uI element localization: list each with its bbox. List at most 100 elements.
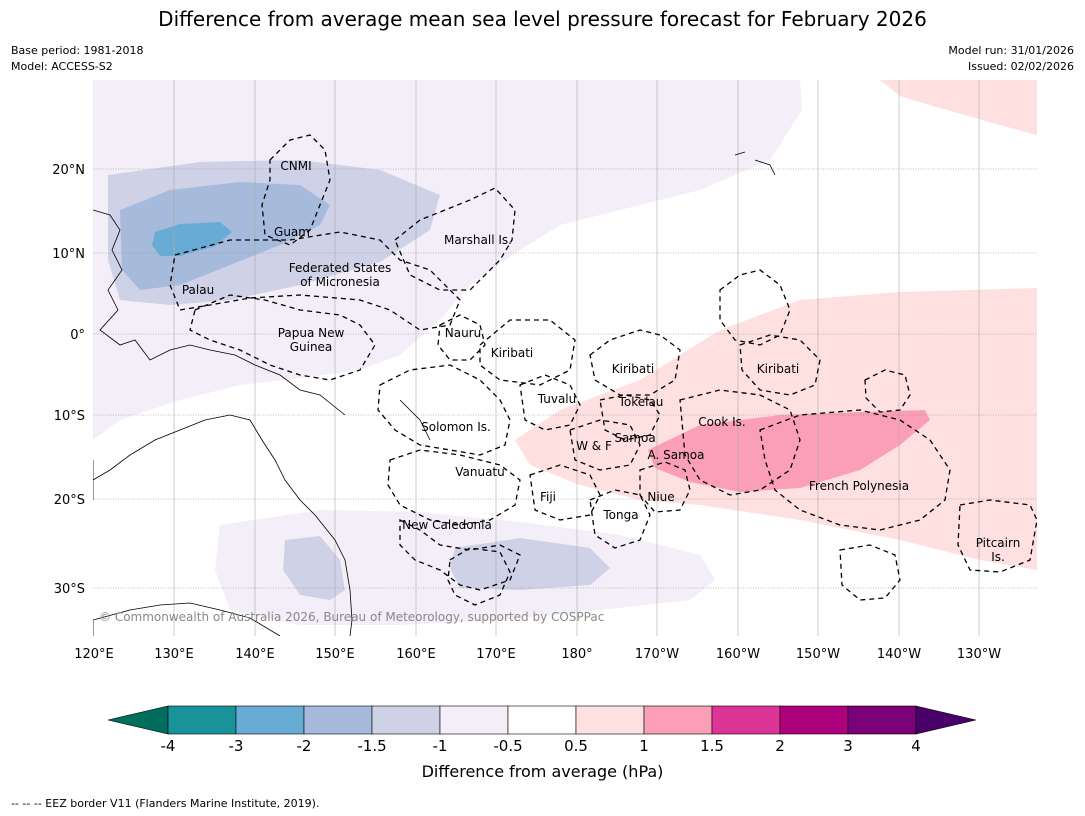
place-label-line: Federated States bbox=[289, 261, 391, 275]
colorbar-tick: 3 bbox=[843, 737, 853, 755]
place-label-line: Palau bbox=[182, 283, 214, 297]
base-period: Base period: 1981-2018 bbox=[11, 44, 144, 57]
place-label-solomon: Solomon Is. bbox=[421, 420, 491, 434]
place-label-line: Guam bbox=[274, 225, 310, 239]
lon-label: 140°W bbox=[877, 647, 921, 662]
place-label-png: Papua New Guinea bbox=[278, 326, 345, 354]
colorbar-label: Difference from average (hPa) bbox=[421, 762, 664, 781]
place-label-line: Niue bbox=[647, 490, 674, 504]
place-label-fsm: Federated States of Micronesia bbox=[289, 261, 391, 289]
colorbar-segment bbox=[371, 705, 441, 735]
place-label-line: Tuvalu bbox=[537, 392, 577, 406]
place-label-line: Kiribati bbox=[757, 362, 799, 376]
colorbar-tick: 2 bbox=[775, 737, 785, 755]
place-label-line: Nauru bbox=[445, 326, 481, 340]
colorbar-tick: 1.5 bbox=[700, 737, 724, 755]
colorbar-segment bbox=[507, 705, 577, 735]
place-label-line: Samoa bbox=[614, 431, 655, 445]
colorbar-tick: -2 bbox=[297, 737, 312, 755]
place-label-line: Kiribati bbox=[612, 362, 654, 376]
colorbar-tick: -0.5 bbox=[493, 737, 522, 755]
lon-label: 130°W bbox=[957, 647, 1001, 662]
anomaly-region-pos-2 bbox=[648, 410, 930, 492]
colorbar-tick: -1 bbox=[433, 737, 448, 755]
colorbar-tick: -4 bbox=[161, 737, 176, 755]
colorbar-segment bbox=[235, 705, 305, 735]
place-label-kiribati3: Kiribati bbox=[757, 362, 799, 376]
lon-label: 180° bbox=[561, 647, 592, 662]
place-labels: CNMI Guam Marshall Is. Federated States of M… bbox=[182, 159, 1020, 564]
lon-label: 150°E bbox=[315, 647, 355, 662]
colorbar-tick: 0.5 bbox=[564, 737, 588, 755]
place-label-asamoa: A. Samoa bbox=[648, 448, 705, 462]
place-label-line: Papua New bbox=[278, 326, 345, 340]
colorbar-segment bbox=[847, 705, 917, 735]
place-label-line: Is. bbox=[991, 550, 1005, 564]
lon-label: 150°W bbox=[796, 647, 840, 662]
colorbar-segment bbox=[711, 705, 781, 735]
lat-label: 0° bbox=[70, 328, 85, 343]
place-label-tonga: Tonga bbox=[602, 508, 638, 522]
lat-label: 10°N bbox=[52, 247, 85, 262]
lat-label: 20°N bbox=[52, 163, 85, 178]
place-label-tokelau: Tokelau bbox=[618, 395, 664, 409]
colorbar-segment bbox=[303, 705, 373, 735]
model-name: Model: ACCESS-S2 bbox=[11, 60, 113, 73]
place-label-line: Marshall Is. bbox=[444, 233, 512, 247]
colorbar-under-arrow bbox=[107, 705, 169, 735]
lat-label: 10°S bbox=[54, 409, 85, 424]
colorbar-tick: -1.5 bbox=[357, 737, 386, 755]
lat-label: 30°S bbox=[54, 582, 85, 597]
place-label-cnmi: CNMI bbox=[280, 159, 311, 173]
colorbar-tick: 4 bbox=[911, 737, 921, 755]
model-run: Model run: 31/01/2026 bbox=[948, 44, 1074, 57]
place-label-nauru: Nauru bbox=[445, 326, 481, 340]
lon-label: 120°E bbox=[74, 647, 114, 662]
meta-left: Base period: 1981-2018 Model: ACCESS-S2 bbox=[11, 43, 143, 75]
lat-label: 20°S bbox=[54, 493, 85, 508]
latitude-labels: 20°N 10°N 0° 10°S 20°S 30°S bbox=[52, 163, 85, 597]
place-label-cook: Cook Is. bbox=[698, 415, 745, 429]
colorbar-segment bbox=[779, 705, 849, 735]
lon-label: 160°E bbox=[396, 647, 436, 662]
place-label-line: Pitcairn bbox=[976, 536, 1021, 550]
lon-label: 130°E bbox=[154, 647, 194, 662]
place-label-wf: W & F bbox=[576, 439, 612, 453]
place-label-line: A. Samoa bbox=[648, 448, 705, 462]
place-label-line: French Polynesia bbox=[809, 479, 909, 493]
eez-legend-footer: -- -- -- EEZ border V11 (Flanders Marine… bbox=[11, 797, 320, 810]
place-label-line: Cook Is. bbox=[698, 415, 745, 429]
anomaly-region-south-1 bbox=[283, 536, 345, 600]
place-label-guam: Guam bbox=[274, 225, 310, 239]
pressure-anomaly-field bbox=[93, 80, 1037, 636]
eez-borders bbox=[169, 134, 1037, 606]
copyright-notice: © Commonwealth of Australia 2026, Bureau… bbox=[99, 610, 604, 624]
place-label-line: CNMI bbox=[280, 159, 311, 173]
place-label-pitcairn: Pitcairn Is. bbox=[976, 536, 1021, 564]
colorbar-segment bbox=[643, 705, 713, 735]
anomaly-region-south-2 bbox=[450, 538, 610, 590]
place-label-palau: Palau bbox=[182, 283, 214, 297]
place-label-line: Solomon Is. bbox=[421, 420, 491, 434]
place-label-marshall: Marshall Is. bbox=[444, 233, 512, 247]
lon-label: 170°E bbox=[476, 647, 516, 662]
place-label-tuvalu: Tuvalu bbox=[537, 392, 577, 406]
place-label-kiribati1: Kiribati bbox=[491, 346, 533, 360]
place-label-samoa: Samoa bbox=[614, 431, 655, 445]
lon-label: 170°W bbox=[635, 647, 679, 662]
lon-label: 160°W bbox=[716, 647, 760, 662]
place-label-line: W & F bbox=[576, 439, 612, 453]
coastlines bbox=[93, 151, 776, 636]
place-label-line: of Micronesia bbox=[300, 275, 380, 289]
colorbar-segment bbox=[575, 705, 645, 735]
colorbar-tick: -3 bbox=[229, 737, 244, 755]
place-label-niue: Niue bbox=[647, 490, 674, 504]
place-label-fiji: Fiji bbox=[540, 490, 556, 504]
anomaly-region-neg-3 bbox=[152, 222, 232, 256]
colorbar-over-arrow bbox=[915, 705, 977, 735]
place-label-line: New Caledonia bbox=[402, 518, 492, 532]
place-label-vanuatu: Vanuatu bbox=[455, 465, 505, 479]
page-title: Difference from average mean sea level p… bbox=[158, 7, 927, 31]
place-label-newcal: New Caledonia bbox=[402, 518, 492, 532]
colorbar-tick: 1 bbox=[639, 737, 649, 755]
